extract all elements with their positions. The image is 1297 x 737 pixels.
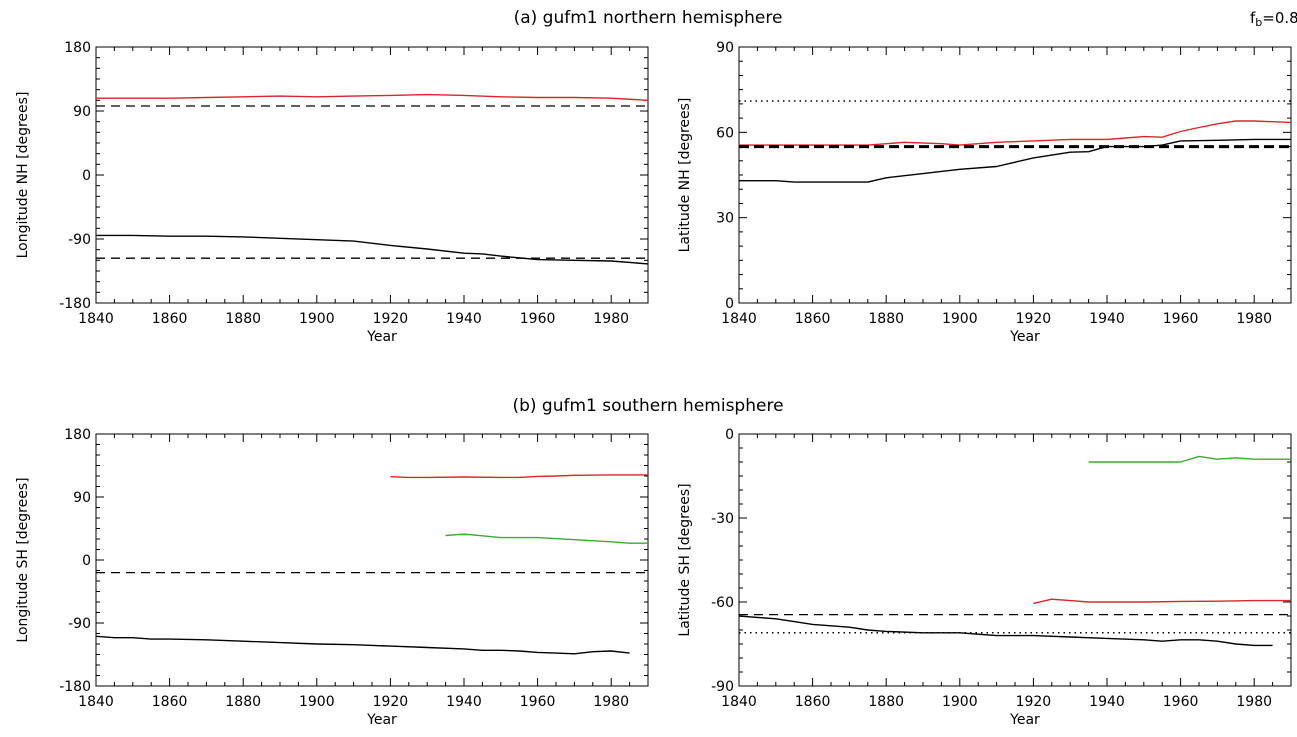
latitude-nh-x-axis-label: Year bbox=[1009, 329, 1040, 345]
longitude-nh-x-tick-label: 1920 bbox=[373, 311, 409, 327]
longitude-sh-y-tick-label: 90 bbox=[73, 490, 91, 506]
latitude-sh-series-red-solid-1 bbox=[1033, 598, 1291, 605]
chart-latitude-sh: 1840 1860 1880 1900 1920 1940 1960 1980 -90 -60 -3… bbox=[677, 427, 1292, 728]
latitude-nh-y-tick-label: 30 bbox=[716, 211, 734, 227]
longitude-sh-x-tick-label: 1840 bbox=[78, 694, 114, 710]
longitude-sh-y-tick-label: 0 bbox=[82, 553, 91, 569]
latitude-sh-y-tick-label: -30 bbox=[711, 511, 734, 527]
latitude-nh-x-tick-label: 1940 bbox=[1089, 311, 1125, 327]
longitude-nh-x-tick-label: 1940 bbox=[446, 311, 482, 327]
fb-annotation-main: f bbox=[1250, 9, 1256, 27]
latitude-nh-x-tick-label: 1980 bbox=[1236, 311, 1272, 327]
longitude-sh-y-tick-label: -90 bbox=[68, 616, 91, 632]
latitude-nh-series-red-solid-0 bbox=[739, 120, 1292, 146]
longitude-sh-x-tick-label: 1960 bbox=[520, 694, 556, 710]
longitude-sh-x-tick-label: 1940 bbox=[446, 694, 482, 710]
longitude-sh-y-tick-label: -180 bbox=[59, 679, 91, 695]
longitude-sh-series-green-solid-1 bbox=[445, 533, 648, 544]
chart-longitude-sh: 1840 1860 1880 1900 1920 1940 1960 1980 -180 -90 0… bbox=[15, 427, 649, 728]
longitude-sh-x-tick-label: 1980 bbox=[593, 694, 629, 710]
latitude-nh-x-tick-label: 1840 bbox=[721, 311, 757, 327]
longitude-sh-plot-frame bbox=[95, 433, 649, 687]
latitude-sh-x-axis-label: Year bbox=[1009, 712, 1040, 728]
longitude-nh-x-tick-label: 1860 bbox=[152, 311, 188, 327]
latitude-sh-series-green-solid-0 bbox=[1088, 455, 1291, 463]
panel-title-a: (a) gufm1 northern hemisphere bbox=[514, 8, 783, 28]
latitude-nh-x-tick-label: 1960 bbox=[1163, 311, 1199, 327]
longitude-nh-x-tick-label: 1960 bbox=[520, 311, 556, 327]
panel-title-b: (b) gufm1 southern hemisphere bbox=[512, 396, 783, 416]
longitude-nh-y-tick-label: 180 bbox=[64, 40, 91, 56]
latitude-sh-y-axis-label: Latitude SH [degrees] bbox=[677, 483, 693, 636]
longitude-nh-x-tick-label: 1980 bbox=[593, 311, 629, 327]
longitude-nh-y-tick-label: -90 bbox=[68, 232, 91, 248]
latitude-sh-x-tick-label: 1920 bbox=[1016, 694, 1052, 710]
longitude-nh-x-axis-label: Year bbox=[366, 329, 397, 345]
fb-annotation-tail: =0.8 bbox=[1262, 9, 1297, 27]
latitude-sh-x-tick-label: 1880 bbox=[868, 694, 904, 710]
latitude-sh-y-tick-label: -90 bbox=[711, 679, 734, 695]
latitude-sh-series-black-solid-2 bbox=[738, 615, 1273, 647]
latitude-sh-x-tick-label: 1940 bbox=[1089, 694, 1125, 710]
fb-annotation-sub: b bbox=[1255, 16, 1262, 29]
latitude-sh-y-tick-label: -60 bbox=[711, 595, 734, 611]
latitude-sh-x-tick-label: 1960 bbox=[1163, 694, 1199, 710]
latitude-nh-x-tick-label: 1860 bbox=[795, 311, 831, 327]
longitude-nh-y-tick-label: 0 bbox=[82, 168, 91, 184]
longitude-sh-y-axis-label: Longitude SH [degrees] bbox=[15, 477, 31, 642]
fb-annotation: fb=0.8 bbox=[1250, 9, 1297, 29]
longitude-nh-plot-frame bbox=[95, 46, 649, 304]
longitude-sh-x-axis-label: Year bbox=[366, 712, 397, 728]
latitude-nh-plot-frame bbox=[738, 46, 1292, 304]
latitude-nh-y-tick-label: 60 bbox=[716, 125, 734, 141]
longitude-sh-y-tick-label: 180 bbox=[64, 427, 91, 443]
latitude-nh-y-tick-label: 0 bbox=[725, 296, 734, 312]
longitude-nh-y-tick-label: 90 bbox=[73, 104, 91, 120]
latitude-sh-x-tick-label: 1900 bbox=[942, 694, 978, 710]
longitude-sh-x-tick-label: 1880 bbox=[225, 694, 261, 710]
latitude-nh-y-axis-label: Latitude NH [degrees] bbox=[677, 98, 693, 253]
latitude-sh-x-tick-label: 1840 bbox=[721, 694, 757, 710]
longitude-sh-series-black-solid-2 bbox=[95, 635, 630, 655]
longitude-nh-x-tick-label: 1840 bbox=[78, 311, 114, 327]
longitude-nh-x-tick-label: 1880 bbox=[225, 311, 261, 327]
latitude-sh-y-tick-label: 0 bbox=[725, 427, 734, 443]
longitude-nh-x-tick-label: 1900 bbox=[299, 311, 335, 327]
longitude-nh-y-tick-label: -180 bbox=[59, 296, 91, 312]
latitude-sh-x-tick-label: 1980 bbox=[1236, 694, 1272, 710]
longitude-sh-x-tick-label: 1920 bbox=[373, 694, 409, 710]
chart-longitude-nh: 1840 1860 1880 1900 1920 1940 1960 1980 -180 -90 0… bbox=[15, 40, 649, 345]
latitude-nh-series-black-solid-1 bbox=[739, 138, 1291, 183]
latitude-nh-y-tick-label: 90 bbox=[716, 40, 734, 56]
latitude-sh-plot-frame bbox=[738, 433, 1292, 687]
latitude-sh-x-tick-label: 1860 bbox=[795, 694, 831, 710]
longitude-sh-x-tick-label: 1900 bbox=[299, 694, 335, 710]
latitude-nh-x-tick-label: 1900 bbox=[942, 311, 978, 327]
latitude-nh-x-tick-label: 1920 bbox=[1016, 311, 1052, 327]
longitude-nh-series-red-solid-0 bbox=[96, 93, 649, 101]
latitude-nh-x-tick-label: 1880 bbox=[868, 311, 904, 327]
longitude-nh-y-axis-label: Longitude NH [degrees] bbox=[15, 92, 31, 259]
chart-latitude-nh: 1840 1860 1880 1900 1920 1940 1960 1980 0 30 60 90 Y… bbox=[677, 40, 1292, 345]
longitude-sh-x-tick-label: 1860 bbox=[152, 694, 188, 710]
longitude-nh-series-black-solid-1 bbox=[96, 234, 649, 265]
longitude-sh-series-red-solid-0 bbox=[390, 474, 648, 479]
